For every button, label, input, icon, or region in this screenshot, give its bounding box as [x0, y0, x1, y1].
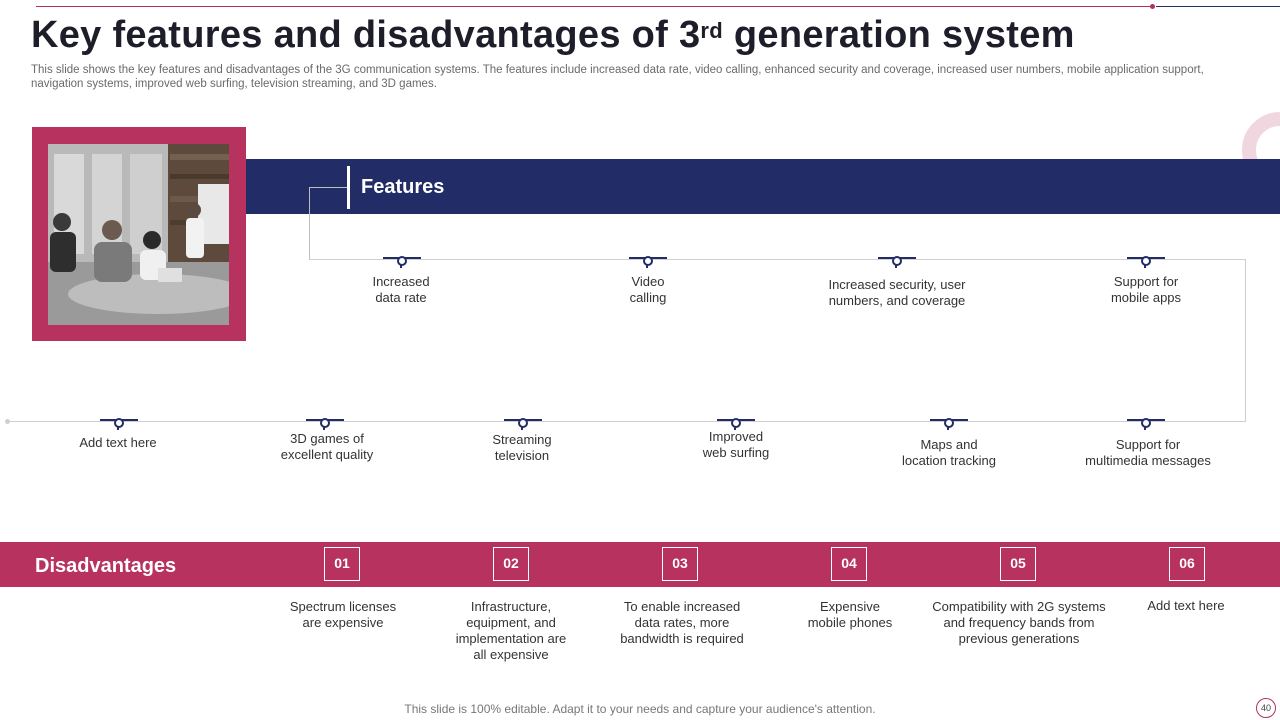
- feature-item: Improved web surfing: [702, 429, 770, 460]
- feature-item: Support for multimedia messages: [1085, 437, 1211, 468]
- features-accent-bar: [347, 166, 350, 209]
- timeline-marker-icon: [100, 418, 138, 431]
- timeline-marker-icon: [1127, 256, 1165, 269]
- disadvantage-item: Spectrum licenses are expensive: [289, 599, 397, 630]
- number-badge: 04: [831, 547, 867, 581]
- timeline-top-line: [309, 259, 1246, 260]
- disadvantage-item: Expensive mobile phones: [807, 599, 893, 630]
- timeline-marker-icon: [717, 418, 755, 431]
- feature-item: Add text here: [79, 435, 157, 450]
- disadvantages-band: [0, 542, 1280, 587]
- timeline-marker-icon: [504, 418, 542, 431]
- feature-item: Increased security, user numbers, and co…: [828, 277, 966, 308]
- number-badge: 01: [324, 547, 360, 581]
- disadvantage-item: Add text here: [1147, 598, 1225, 613]
- timeline-marker-icon: [878, 256, 916, 269]
- number-badge: 05: [1000, 547, 1036, 581]
- meeting-photo: [48, 144, 229, 325]
- timeline-marker-icon: [1127, 418, 1165, 431]
- feature-item: Streaming television: [492, 432, 552, 463]
- timeline-marker-icon: [629, 256, 667, 269]
- number-badge: 06: [1169, 547, 1205, 581]
- features-band: [246, 159, 1280, 214]
- page-subtitle: This slide shows the key features and di…: [31, 64, 1204, 90]
- timeline-marker-icon: [306, 418, 344, 431]
- disadvantage-item: To enable increased data rates, more ban…: [620, 599, 744, 646]
- features-heading: Features: [361, 176, 445, 198]
- disadvantage-item: Compatibility with 2G systems and freque…: [932, 599, 1106, 646]
- connector-line: [309, 187, 310, 259]
- timeline-end-dot: [5, 419, 10, 424]
- feature-item: Support for mobile apps: [1110, 274, 1182, 305]
- timeline-bottom-line: [8, 421, 1246, 422]
- top-accent-line: [36, 6, 1152, 7]
- feature-item: 3D games of excellent quality: [280, 431, 374, 462]
- page-number: 40: [1256, 698, 1276, 718]
- connector-line: [309, 187, 347, 188]
- footer-note: This slide is 100% editable. Adapt it to…: [404, 702, 876, 716]
- timeline-right-line: [1245, 259, 1246, 422]
- feature-item: Video calling: [629, 274, 667, 305]
- top-accent-dot: [1150, 4, 1155, 9]
- feature-item: Maps and location tracking: [902, 437, 996, 468]
- disadvantage-item: Infrastructure, equipment, and implement…: [455, 599, 567, 662]
- feature-item: Increased data rate: [372, 274, 430, 305]
- page-title: Key features and disadvantages of 3rd ge…: [31, 14, 1075, 56]
- timeline-marker-icon: [930, 418, 968, 431]
- disadvantages-heading: Disadvantages: [35, 555, 177, 577]
- number-badge: 02: [493, 547, 529, 581]
- top-accent-line-navy: [1156, 6, 1280, 7]
- number-badge: 03: [662, 547, 698, 581]
- timeline-marker-icon: [383, 256, 421, 269]
